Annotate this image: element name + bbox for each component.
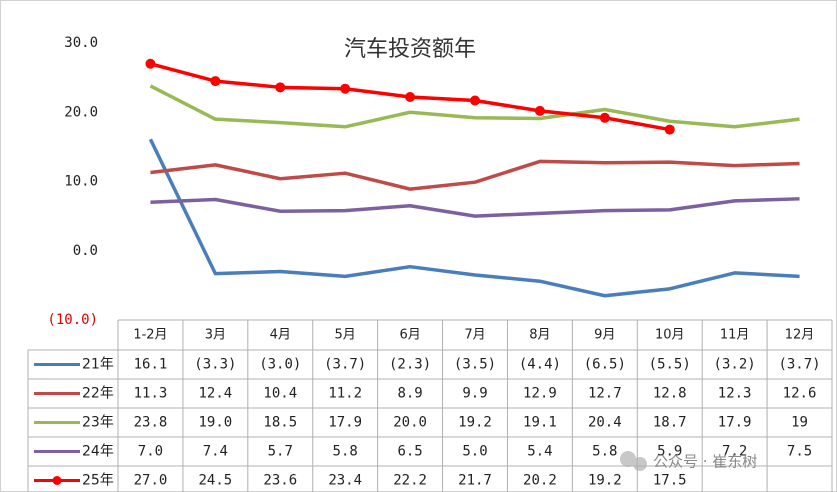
point bbox=[664, 124, 675, 135]
table-cell: 12.8 bbox=[653, 386, 687, 402]
table-cell: 23.8 bbox=[134, 415, 168, 431]
y-tick-label: 10.0 bbox=[64, 174, 98, 190]
point bbox=[145, 58, 156, 69]
series-line bbox=[148, 138, 800, 298]
table-cell: 7.0 bbox=[138, 444, 163, 460]
y-tick-label: 0.0 bbox=[73, 243, 98, 259]
watermark: 公众号 · 崔东树 bbox=[653, 453, 757, 471]
x-tick-label: 9月 bbox=[594, 328, 615, 343]
table-cell: 18.7 bbox=[653, 415, 687, 431]
table-cell: 19.0 bbox=[199, 415, 233, 431]
table-cell: (2.3) bbox=[389, 357, 431, 373]
table-cell: 16.1 bbox=[134, 357, 168, 373]
x-tick-label: 3月 bbox=[205, 328, 226, 343]
table-cell: (3.5) bbox=[454, 357, 496, 373]
y-tick-label: 30.0 bbox=[64, 35, 98, 51]
table-cell: 24.5 bbox=[199, 473, 233, 489]
legend-label: 24年 bbox=[82, 444, 114, 460]
x-tick-label: 10月 bbox=[655, 328, 685, 343]
table-cell: 10.4 bbox=[263, 386, 297, 402]
table-cell: 19.2 bbox=[588, 473, 622, 489]
table-cell: 11.3 bbox=[134, 386, 168, 402]
table-cell: 23.6 bbox=[263, 473, 297, 489]
table-cell: 7.4 bbox=[203, 444, 228, 460]
x-tick-label: 6月 bbox=[399, 328, 420, 343]
table-cell: (3.3) bbox=[194, 357, 236, 373]
point bbox=[210, 76, 221, 87]
table-cell: 19.1 bbox=[523, 415, 557, 431]
x-tick-label: 5月 bbox=[335, 328, 356, 343]
table-cell: 12.3 bbox=[718, 386, 752, 402]
x-tick-label: 4月 bbox=[270, 328, 291, 343]
table-cell: 20.4 bbox=[588, 415, 622, 431]
table-cell: 18.5 bbox=[263, 415, 297, 431]
table-cell: 17.9 bbox=[328, 415, 362, 431]
legend-label: 23年 bbox=[82, 415, 114, 431]
table-cell: 8.9 bbox=[397, 386, 422, 402]
series-line bbox=[149, 84, 800, 129]
table-cell: (6.5) bbox=[584, 357, 626, 373]
table-cell: 19.2 bbox=[458, 415, 492, 431]
table-cell: 22.2 bbox=[393, 473, 427, 489]
x-tick-label: 11月 bbox=[720, 328, 750, 343]
table-cell: 5.4 bbox=[527, 444, 552, 460]
x-tick-label: 1-2月 bbox=[133, 328, 167, 343]
series-line bbox=[150, 197, 800, 218]
point bbox=[599, 112, 610, 123]
y-tick-label: (10.0) bbox=[47, 312, 98, 328]
x-tick-label: 12月 bbox=[785, 328, 815, 343]
table-cell: 6.5 bbox=[397, 444, 422, 460]
table-cell: 12.6 bbox=[783, 386, 817, 402]
table-cell: 5.7 bbox=[268, 444, 293, 460]
legend-label: 22年 bbox=[82, 386, 114, 402]
series-line bbox=[150, 159, 800, 191]
table-cell: 7.5 bbox=[787, 444, 812, 460]
legend-label: 25年 bbox=[82, 473, 114, 489]
chart-title: 汽车投资额年 bbox=[344, 37, 476, 62]
table-cell: 20.2 bbox=[523, 473, 557, 489]
table-cell: 12.7 bbox=[588, 386, 622, 402]
table-cell: 11.2 bbox=[328, 386, 362, 402]
table-cell: (4.4) bbox=[519, 357, 561, 373]
point bbox=[340, 83, 351, 94]
table-cell: 23.4 bbox=[328, 473, 362, 489]
table-cell: 7.2 bbox=[722, 444, 747, 460]
table-cell: 17.5 bbox=[653, 473, 687, 489]
table-cell: (3.7) bbox=[778, 357, 820, 373]
table-cell: (3.7) bbox=[324, 357, 366, 373]
point bbox=[534, 105, 545, 116]
table-cell: 5.8 bbox=[333, 444, 358, 460]
table-cell: 12.9 bbox=[523, 386, 557, 402]
watermark-icon bbox=[620, 451, 647, 471]
table-cell: 17.9 bbox=[718, 415, 752, 431]
x-tick-label: 8月 bbox=[529, 328, 550, 343]
legend-marker bbox=[52, 476, 62, 485]
table-cell: 21.7 bbox=[458, 473, 492, 489]
y-tick-label: 20.0 bbox=[64, 104, 98, 120]
table-cell: (5.5) bbox=[649, 357, 691, 373]
table-cell: 5.0 bbox=[462, 444, 487, 460]
table-cell: 5.9 bbox=[657, 444, 682, 460]
table-cell: 5.8 bbox=[592, 444, 617, 460]
point bbox=[405, 92, 416, 103]
point bbox=[275, 82, 286, 93]
table-cell: 20.0 bbox=[393, 415, 427, 431]
table-cell: (3.2) bbox=[714, 357, 756, 373]
point bbox=[470, 95, 480, 106]
x-tick-label: 7月 bbox=[464, 328, 485, 343]
table-cell: (3.0) bbox=[259, 357, 301, 373]
table-cell: 9.9 bbox=[462, 386, 487, 402]
legend-label: 21年 bbox=[82, 357, 114, 373]
table-cell: 27.0 bbox=[134, 473, 168, 489]
table-cell: 12.4 bbox=[199, 386, 233, 402]
table-cell: 19 bbox=[791, 415, 808, 431]
